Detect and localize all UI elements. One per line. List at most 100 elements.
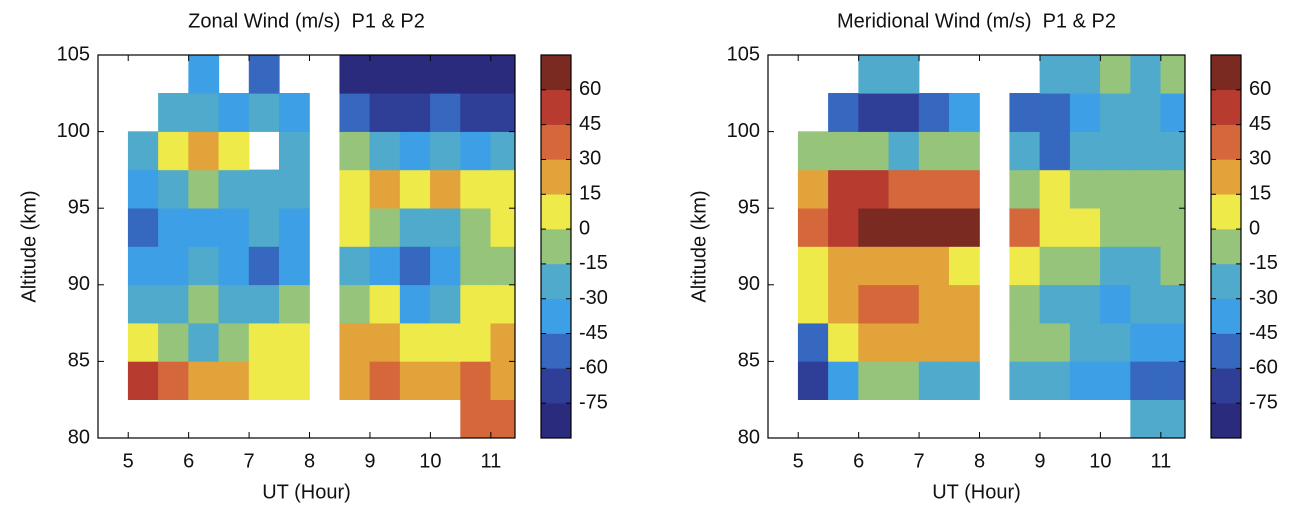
colorbar-tick-label: 30 <box>579 148 601 170</box>
contour-cell <box>339 169 371 209</box>
contour-cell <box>279 131 310 171</box>
colorbar-tick-label: -60 <box>579 357 608 379</box>
contour-cell <box>949 284 980 324</box>
x-tick-label: 6 <box>183 450 194 472</box>
contour-cell <box>248 93 280 132</box>
contour-cell <box>399 322 431 362</box>
colorbar-band <box>1210 89 1242 125</box>
contour-cell <box>127 246 159 286</box>
contour-cell <box>188 169 220 209</box>
contour-cell <box>858 322 890 362</box>
y-axis-label: Altitude (km) <box>688 190 710 302</box>
contour-cell <box>918 284 950 324</box>
contour-cell <box>828 93 859 132</box>
contour-cell <box>188 93 220 132</box>
contour-cell <box>888 246 920 286</box>
chart-title: Meridional Wind (m/s) P1 & P2 <box>837 10 1116 32</box>
contour-cell <box>858 246 890 286</box>
contour-cell <box>1130 131 1162 171</box>
colorbar-band <box>540 263 572 299</box>
contour-cell <box>1130 322 1162 362</box>
contour-cell <box>158 131 189 171</box>
colorbar-tick-label: -45 <box>1249 322 1278 344</box>
contour-cell <box>888 284 920 324</box>
contour-cell <box>430 169 461 209</box>
contour-cell <box>1069 93 1101 132</box>
contour-cell <box>490 131 516 171</box>
contour-cell <box>490 207 516 247</box>
contour-cell <box>218 246 250 286</box>
contour-cell <box>1009 246 1041 286</box>
contour-cell <box>797 361 829 400</box>
colorbar-tick-label: 60 <box>1249 78 1271 100</box>
contour-cell <box>828 207 859 247</box>
contour-cell <box>369 169 401 209</box>
contour-cell <box>279 246 310 286</box>
contour-cell <box>1100 131 1131 171</box>
x-axis-label: UT (Hour) <box>262 481 351 503</box>
contour-cell <box>918 246 950 286</box>
contour-cell <box>858 54 890 94</box>
contour-cell <box>430 54 461 94</box>
contour-cell <box>369 284 401 324</box>
contour-cell <box>490 284 516 324</box>
contour-cell <box>1069 322 1101 362</box>
contour-cell <box>1160 54 1186 94</box>
contour-cell <box>949 207 980 247</box>
contour-cell <box>918 361 950 400</box>
contour-cell <box>248 246 280 286</box>
x-tick-label: 8 <box>974 450 985 472</box>
contour-cell <box>127 284 159 324</box>
contour-cell <box>828 131 859 171</box>
y-tick-label: 100 <box>727 120 760 142</box>
contour-cell <box>218 284 250 324</box>
contour-cell <box>828 284 859 324</box>
contour-cell <box>949 169 980 209</box>
panel: 5 6 7 8 9 10 11 80 85 90 95 100 105 Zonal Wind (m/s) … <box>18 10 608 503</box>
contour-cell <box>460 169 492 209</box>
colorbar-band <box>540 333 572 369</box>
contour-cell <box>430 207 461 247</box>
contour-cell <box>339 246 371 286</box>
contour-cell <box>1130 93 1162 132</box>
contour-cell <box>248 169 280 209</box>
colorbar-tick-label: -45 <box>579 322 608 344</box>
contour-cell <box>1069 207 1101 247</box>
contour-cell <box>1039 246 1071 286</box>
contour-cell <box>797 131 829 171</box>
colorbar-tick-label: 60 <box>579 78 601 100</box>
contour-cell <box>888 93 920 132</box>
contour-cell <box>339 322 371 362</box>
y-tick-label: 85 <box>68 350 90 372</box>
contour-cell <box>279 361 310 400</box>
contour-cell <box>188 131 220 171</box>
contour-cell <box>188 284 220 324</box>
contour-cell <box>828 322 859 362</box>
colorbar-band <box>1210 54 1242 91</box>
contour-cell <box>218 169 250 209</box>
contour-cell <box>369 93 401 132</box>
contour-cell <box>369 54 401 94</box>
y-axis-label: Altitude (km) <box>18 190 40 302</box>
contour-cell <box>490 54 516 94</box>
contour-cell <box>797 207 829 247</box>
contour-cell <box>399 169 431 209</box>
contour-cell <box>460 93 492 132</box>
contour-cell <box>888 322 920 362</box>
colorbar-tick-label: 30 <box>1249 148 1271 170</box>
contour-cell <box>888 207 920 247</box>
y-tick-label: 80 <box>68 426 90 448</box>
colorbar-band <box>1210 159 1242 195</box>
x-tick-label: 9 <box>1034 450 1045 472</box>
contour-cell <box>1160 322 1186 362</box>
colorbar-band <box>1210 402 1242 439</box>
contour-cell <box>1100 361 1131 400</box>
contour-cell <box>339 54 371 94</box>
contour-cell <box>1069 246 1101 286</box>
contour-cell <box>339 207 371 247</box>
contour-cell <box>490 93 516 132</box>
contour-cell <box>339 361 371 400</box>
y-tick-label: 80 <box>738 426 760 448</box>
y-tick-label: 105 <box>727 43 760 65</box>
y-tick-label: 100 <box>57 120 90 142</box>
